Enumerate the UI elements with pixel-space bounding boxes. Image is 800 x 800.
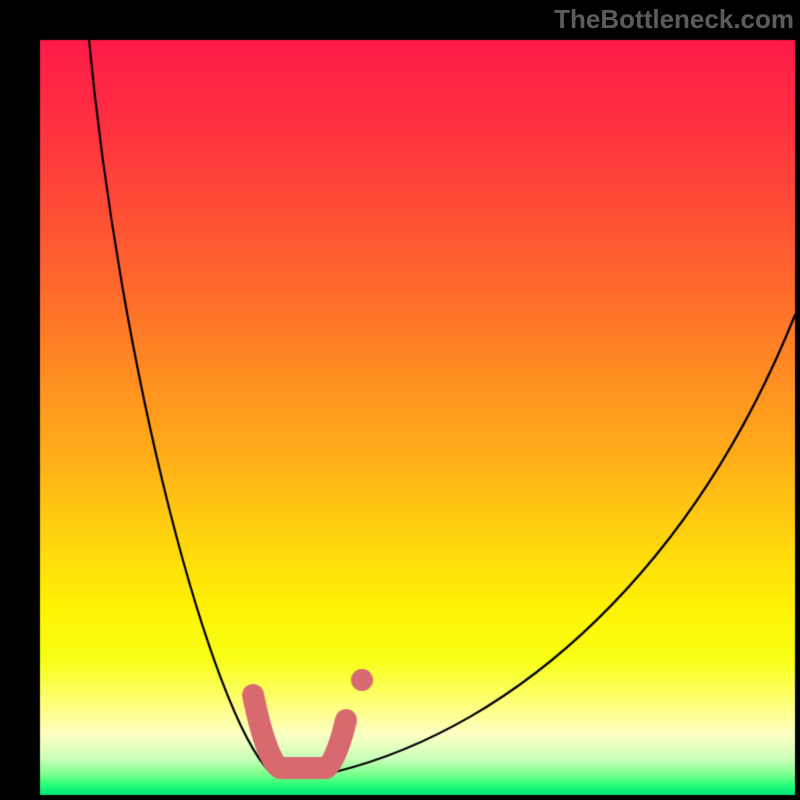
bottleneck-curve-chart	[0, 0, 800, 800]
watermark-label: TheBottleneck.com	[554, 4, 794, 35]
chart-container: TheBottleneck.com	[0, 0, 800, 800]
